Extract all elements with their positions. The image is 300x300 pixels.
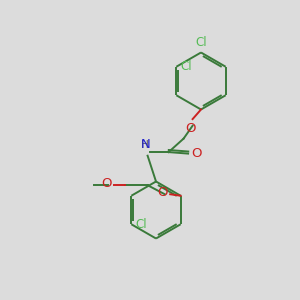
Text: O: O — [192, 146, 202, 160]
Text: O: O — [185, 122, 196, 134]
Text: Cl: Cl — [195, 36, 207, 49]
Text: N: N — [141, 138, 151, 151]
Text: Cl: Cl — [135, 218, 146, 231]
Text: Cl: Cl — [180, 60, 191, 73]
Text: O: O — [157, 186, 168, 199]
Text: H: H — [141, 140, 148, 150]
Text: O: O — [101, 177, 111, 190]
